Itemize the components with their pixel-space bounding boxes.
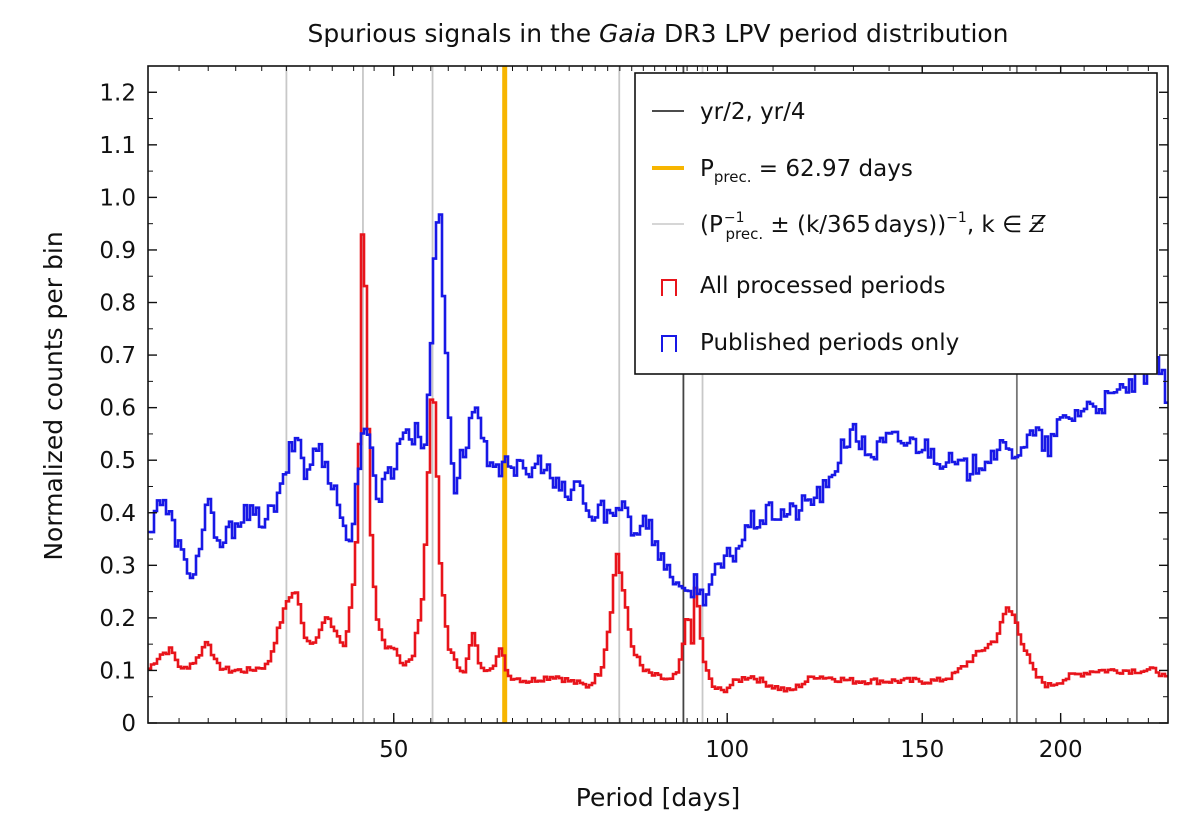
legend-swatch-all-processed [661, 279, 677, 296]
chart-title: Spurious signals in the Gaia DR3 LPV per… [307, 19, 1008, 48]
data-series [148, 213, 1168, 694]
legend-precession-sub: prec. [714, 168, 752, 186]
chart-title-part-1: Spurious signals in the [307, 19, 599, 48]
legend-label-yr-lines: yr/2, yr/4 [700, 99, 806, 125]
axes: 0 0.1 0.2 0.3 0.4 0.5 0.6 0.7 0.8 0.9 1.0 1.1 1.2 50 1… [99, 65, 1169, 763]
series-published [148, 213, 1168, 607]
legend-label-published: Published periods only [700, 330, 959, 356]
plot-frame [147, 65, 1169, 724]
legend-precession-value: = 62.97 days [751, 156, 912, 182]
y-tick-label-4: 0.4 [99, 501, 136, 527]
y-tick-label-8: 0.8 [99, 291, 136, 317]
legend: yr/2, yr/4 Pprec. = 62.97 days (P−1 prec.… [634, 72, 1158, 375]
legend-label-all-processed: All processed periods [700, 273, 946, 299]
x-tick-label-3: 200 [1039, 737, 1083, 763]
y-tick-label-12: 1.2 [99, 80, 136, 106]
y-tick-label-3: 0.3 [99, 553, 136, 579]
y-tick-label-11: 1.1 [99, 133, 136, 159]
chart-title-part-3: DR3 LPV period distribution [656, 19, 1009, 48]
legend-frame [634, 72, 1158, 375]
series-all-processed [148, 233, 1168, 694]
legend-label-aliases: (P−1 prec. ± (k/365 days))−1, k ∈ Ƶ [700, 210, 1046, 243]
x-tick-label-2: 150 [900, 737, 944, 763]
y-tick-label-2: 0.2 [99, 606, 136, 632]
legend-precession-p: P [700, 156, 714, 182]
x-axis-title: Period [days] [576, 783, 740, 812]
y-tick-label-10: 1.0 [99, 185, 136, 211]
x-tick-label-1: 100 [705, 737, 749, 763]
y-tick-label-0: 0 [121, 711, 136, 737]
chart-title-part-2: Gaia [599, 19, 656, 48]
legend-label-precession: Pprec. = 62.97 days [700, 156, 913, 186]
y-axis-title: Normalized counts per bin [39, 231, 68, 560]
y-tick-label-7: 0.7 [99, 343, 136, 369]
y-tick-label-9: 0.9 [99, 238, 136, 264]
x-tick-label-0: 50 [379, 737, 408, 763]
y-tick-label-5: 0.5 [99, 448, 136, 474]
y-tick-label-1: 0.1 [99, 658, 136, 684]
y-tick-label-6: 0.6 [99, 396, 136, 422]
legend-swatch-published [661, 335, 677, 352]
